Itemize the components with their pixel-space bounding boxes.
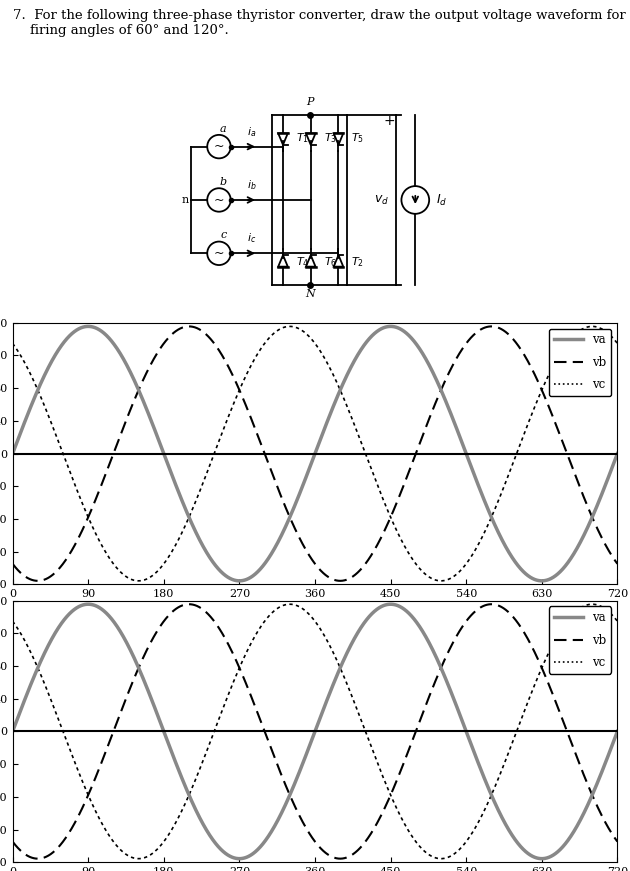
Text: P: P: [306, 97, 313, 107]
va: [460, 720, 467, 731]
Text: N: N: [305, 289, 314, 299]
Text: $T_5$: $T_5$: [352, 132, 364, 145]
va: [538, 576, 546, 586]
Line: va: va: [13, 604, 617, 859]
vc: [286, 321, 294, 332]
Text: $i_b$: $i_b$: [247, 179, 256, 192]
vc: [614, 338, 621, 348]
Text: ~: ~: [214, 246, 224, 260]
va: [614, 726, 621, 737]
vc: [9, 338, 16, 348]
Legend: va, vb, vc: va, vb, vc: [549, 328, 612, 396]
vb: [507, 331, 514, 341]
vb: [372, 820, 379, 831]
vc: [286, 599, 294, 610]
vb: [614, 558, 621, 569]
vc: [507, 466, 514, 476]
vc: [437, 576, 445, 586]
Text: $I_d$: $I_d$: [435, 192, 447, 207]
vb: [185, 599, 193, 610]
va: [614, 449, 621, 459]
Text: $T_1$: $T_1$: [296, 132, 309, 145]
vb: [403, 474, 410, 484]
vb: [336, 854, 344, 864]
vc: [403, 821, 410, 832]
vc: [507, 743, 514, 753]
Text: +: +: [384, 114, 396, 128]
va: [460, 442, 467, 453]
vb: [461, 341, 468, 352]
Text: ~: ~: [214, 140, 224, 153]
vb: [240, 395, 248, 406]
Text: c: c: [220, 230, 226, 240]
vb: [240, 673, 248, 684]
vc: [240, 375, 248, 386]
va: [84, 321, 92, 332]
Text: a: a: [220, 124, 227, 133]
Text: $v_d$: $v_d$: [374, 193, 389, 206]
va: [506, 827, 513, 837]
Text: $i_c$: $i_c$: [247, 232, 256, 246]
vb: [403, 752, 410, 762]
va: [9, 726, 16, 737]
Line: vb: vb: [13, 327, 617, 581]
va: [84, 599, 92, 610]
va: [372, 605, 379, 616]
Text: $T_2$: $T_2$: [352, 255, 364, 269]
Line: va: va: [13, 327, 617, 581]
vc: [437, 854, 445, 864]
va: [9, 449, 16, 459]
Text: ~: ~: [214, 193, 224, 206]
vb: [9, 836, 16, 847]
vc: [118, 569, 126, 579]
va: [240, 575, 248, 585]
vc: [461, 561, 468, 571]
vc: [118, 847, 126, 857]
Text: Angle [deg]: Angle [deg]: [278, 605, 352, 618]
Line: vc: vc: [13, 604, 617, 859]
vb: [507, 609, 514, 619]
Text: $T_6$: $T_6$: [324, 255, 336, 269]
vb: [9, 558, 16, 569]
va: [119, 630, 127, 640]
va: [538, 854, 546, 864]
vb: [461, 619, 468, 630]
Line: vc: vc: [13, 327, 617, 581]
vb: [118, 424, 126, 435]
va: [506, 549, 513, 559]
va: [119, 352, 127, 362]
Text: b: b: [220, 177, 227, 187]
va: [403, 327, 410, 338]
vc: [372, 475, 379, 485]
Text: $T_4$: $T_4$: [296, 255, 309, 269]
Line: vb: vb: [13, 604, 617, 859]
vc: [461, 839, 468, 849]
vb: [614, 836, 621, 847]
vb: [118, 702, 126, 712]
Text: 7.  For the following three-phase thyristor converter, draw the output voltage w: 7. For the following three-phase thyrist…: [13, 9, 630, 37]
vb: [336, 576, 344, 586]
Text: n: n: [181, 195, 188, 205]
vc: [240, 653, 248, 664]
vb: [372, 543, 379, 553]
vc: [614, 616, 621, 626]
va: [372, 327, 379, 338]
Legend: va, vb, vc: va, vb, vc: [549, 606, 612, 674]
Text: $i_a$: $i_a$: [247, 125, 256, 138]
vb: [185, 321, 193, 332]
va: [403, 605, 410, 616]
Text: $T_3$: $T_3$: [324, 132, 336, 145]
vc: [403, 544, 410, 554]
vc: [372, 753, 379, 763]
vc: [9, 616, 16, 626]
va: [240, 853, 248, 863]
